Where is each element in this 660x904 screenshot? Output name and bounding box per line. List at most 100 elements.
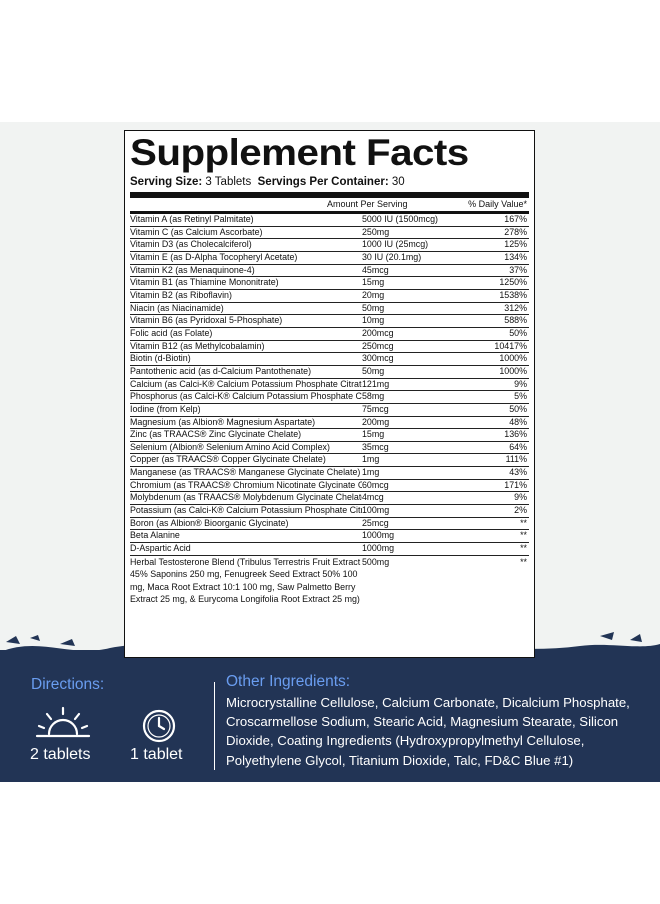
nutrient-name: Chromium (as TRAACS® Chromium Nicotinate…	[130, 479, 362, 490]
nutrient-row: Chromium (as TRAACS® Chromium Nicotinate…	[130, 480, 529, 493]
nutrient-dv: 111%	[505, 454, 527, 465]
nutrient-dv: 278%	[504, 226, 527, 237]
nutrient-amount: 35mcg	[362, 441, 389, 452]
nutrient-name: Molybdenum (as TRAACS® Molybdenum Glycin…	[130, 492, 362, 503]
nutrient-amount: 200mg	[362, 416, 390, 427]
nutrient-row: Boron (as Albion® Bioorganic Glycinate) 2…	[130, 518, 529, 531]
nutrient-row: Iodine (from Kelp) 75mcg 50%	[130, 404, 529, 417]
nutrient-amount: 1mg	[362, 467, 380, 478]
nutrient-row: Biotin (d-Biotin) 300mcg 1000%	[130, 353, 529, 366]
nutrient-amount: 300mcg	[362, 353, 394, 364]
nutrient-row: Vitamin B6 (as Pyridoxal 5-Phosphate) 10m…	[130, 315, 529, 328]
nutrient-name: D-Aspartic Acid	[130, 543, 191, 554]
nutrient-dv: 64%	[509, 441, 527, 452]
nutrient-name: Folic acid (as Folate)	[130, 327, 213, 338]
nutrient-row: Copper (as TRAACS® Copper Glycinate Chel…	[130, 454, 529, 468]
facts-title: Supplement Facts	[130, 132, 469, 173]
nutrient-amount: 1mg	[362, 454, 380, 465]
nutrient-dv: 134%	[504, 251, 527, 262]
herbal-blend-dv: **	[520, 556, 527, 567]
nutrient-amount: 25mcg	[362, 517, 389, 528]
nutrient-row: Vitamin B12 (as Methylcobalamin) 250mcg 10…	[130, 341, 529, 354]
nutrient-name: Vitamin B12 (as Methylcobalamin)	[130, 340, 265, 351]
nutrient-row: Molybdenum (as TRAACS® Molybdenum Glycin…	[130, 492, 529, 506]
column-header: Amount Per Serving % Daily Value*	[130, 198, 529, 214]
nutrient-row: Potassium (as Calci-K® Calcium Potassium…	[130, 505, 529, 518]
nutrient-amount: 45mcg	[362, 264, 389, 275]
nutrient-dv: 50%	[509, 327, 527, 338]
herbal-blend-name: Herbal Testosterone Blend (Tribulus Terr…	[130, 556, 361, 605]
servings-label: Servings Per Container:	[257, 176, 389, 188]
nutrient-amount: 15mg	[362, 277, 385, 288]
nutrient-amount: 121mg	[362, 378, 390, 389]
nutrient-dv: 50%	[509, 403, 527, 414]
nutrient-amount: 5000 IU (1500mcg)	[362, 214, 438, 224]
nutrient-amount: 250mcg	[362, 340, 394, 351]
nutrient-row: Beta Alanine 1000mg **	[130, 530, 529, 544]
nutrient-row: Vitamin D3 (as Cholecalciferol) 1000 IU (…	[130, 239, 529, 252]
serving-size-value: 3 Tablets	[205, 176, 252, 188]
nutrient-row: Zinc (as TRAACS® Zinc Glycinate Chelate)…	[130, 429, 529, 442]
nutrient-name: Pantothenic acid (as d-Calcium Pantothen…	[130, 365, 312, 376]
nutrient-dv: **	[520, 543, 527, 554]
servings-value: 30	[391, 176, 405, 188]
nutrient-name: Vitamin B6 (as Pyridoxal 5-Phosphate)	[130, 315, 283, 326]
supplement-facts-panel: Supplement Facts Serving Size: 3 Tablets…	[124, 130, 535, 658]
nutrient-amount: 20mg	[362, 289, 385, 300]
nutrient-dv: 136%	[504, 429, 527, 440]
nutrient-table: Vitamin A (as Retinyl Palmitate) 5000 IU …	[130, 214, 529, 556]
nutrient-name: Calcium (as Calci-K® Calcium Potassium P…	[130, 378, 362, 389]
nutrient-name: Iodine (from Kelp)	[130, 403, 201, 414]
nutrient-name: Vitamin A (as Retinyl Palmitate)	[130, 214, 254, 224]
nutrient-dv: 9%	[514, 492, 527, 503]
nutrient-row: Vitamin B1 (as Thiamine Mononitrate) 15mg…	[130, 277, 529, 290]
nutrient-name: Vitamin E (as D-Alpha Tocopheryl Acetate…	[130, 251, 298, 262]
nutrient-dv: 588%	[504, 315, 527, 326]
serving-info: Serving Size: 3 Tablets Servings Per Con…	[130, 175, 529, 198]
nutrient-dv: **	[520, 530, 527, 541]
nutrient-row: Vitamin A (as Retinyl Palmitate) 5000 IU …	[130, 214, 529, 227]
nutrient-row: Niacin (as Niacinamide) 50mg 312%	[130, 303, 529, 316]
nutrient-amount: 10mg	[362, 315, 385, 326]
amount-header: Amount Per Serving	[327, 199, 408, 209]
nutrient-amount: 75mcg	[362, 403, 389, 414]
nutrient-dv: 1000%	[499, 365, 527, 376]
nutrient-amount: 1000mg	[362, 543, 395, 554]
other-ingredients-text: Microcrystalline Cellulose, Calcium Carb…	[226, 695, 630, 768]
sunrise-icon	[35, 706, 91, 738]
nutrient-dv: 43%	[509, 467, 527, 478]
serving-size-label: Serving Size:	[130, 176, 203, 188]
nutrient-amount: 50mg	[362, 302, 385, 313]
nutrient-name: Niacin (as Niacinamide)	[130, 302, 224, 313]
nutrient-row: Vitamin C (as Calcium Ascorbate) 250mg 278…	[130, 227, 529, 240]
nutrient-row: Phosphorus (as Calci-K® Calcium Potassiu…	[130, 391, 529, 404]
clock-icon	[142, 709, 176, 743]
nutrient-row: Selenium (Albion® Selenium Amino Acid Co…	[130, 442, 529, 455]
nutrient-row: Pantothenic acid (as d-Calcium Pantothen…	[130, 366, 529, 379]
nutrient-name: Vitamin B1 (as Thiamine Mononitrate)	[130, 277, 279, 288]
daily-value-header: % Daily Value*	[468, 199, 527, 209]
nutrient-row: Magnesium (as Albion® Magnesium Aspartat…	[130, 417, 529, 430]
nutrient-name: Vitamin B2 (as Riboflavin)	[130, 289, 232, 300]
nutrient-dv: 312%	[504, 302, 527, 313]
nutrient-dv: 167%	[504, 214, 527, 224]
nutrient-amount: 4mcg	[362, 492, 384, 503]
nutrient-name: Potassium (as Calci-K® Calcium Potassium…	[130, 505, 362, 516]
nutrient-dv: 1000%	[499, 353, 527, 364]
nutrient-dv: 1538%	[499, 289, 527, 300]
nutrient-amount: 50mg	[362, 365, 385, 376]
nutrient-name: Vitamin C (as Calcium Ascorbate)	[130, 226, 263, 237]
other-ingredients-title: Other Ingredients:	[226, 673, 351, 690]
panel-divider	[214, 682, 215, 770]
nutrient-amount: 100mg	[362, 505, 390, 516]
nutrient-row: Folic acid (as Folate) 200mcg 50%	[130, 328, 529, 341]
nutrient-name: Vitamin D3 (as Cholecalciferol)	[130, 239, 252, 250]
nutrient-name: Selenium (Albion® Selenium Amino Acid Co…	[130, 441, 330, 452]
nutrient-amount: 250mg	[362, 226, 390, 237]
nutrient-amount: 200mcg	[362, 327, 394, 338]
nutrient-name: Copper (as TRAACS® Copper Glycinate Chel…	[130, 454, 326, 465]
nutrient-row: Vitamin K2 (as Menaquinone-4) 45mcg 37%	[130, 265, 529, 278]
nutrient-name: Magnesium (as Albion® Magnesium Aspartat…	[130, 416, 316, 427]
nutrient-dv: 2%	[514, 505, 527, 516]
nutrient-amount: 30 IU (20.1mg)	[362, 251, 422, 262]
